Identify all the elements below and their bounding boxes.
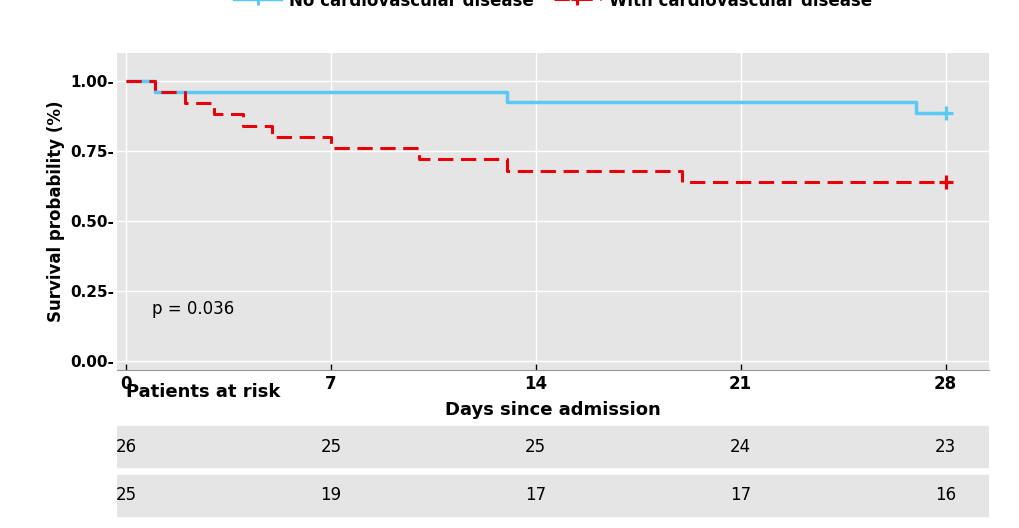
Text: 17: 17 [730, 486, 750, 504]
Bar [73, 435, 112, 458]
Bar [117, 475, 988, 516]
Text: p = 0.036: p = 0.036 [152, 300, 234, 318]
X-axis label: Days since admission: Days since admission [445, 401, 660, 419]
Text: 23: 23 [934, 438, 955, 456]
Text: 24: 24 [730, 438, 750, 456]
Text: 19: 19 [320, 486, 341, 504]
Text: 25: 25 [525, 438, 546, 456]
Bar [117, 426, 988, 467]
Text: 25: 25 [115, 486, 137, 504]
Text: 25: 25 [320, 438, 341, 456]
Bar [73, 484, 112, 507]
Legend: No cardiovascular disease, With cardiovascular disease: No cardiovascular disease, With cardiova… [227, 0, 878, 16]
Y-axis label: Survival probability (%): Survival probability (%) [47, 100, 65, 322]
Text: 16: 16 [934, 486, 955, 504]
Text: Patients at risk: Patients at risk [126, 383, 280, 401]
Text: 26: 26 [115, 438, 137, 456]
Text: 17: 17 [525, 486, 546, 504]
